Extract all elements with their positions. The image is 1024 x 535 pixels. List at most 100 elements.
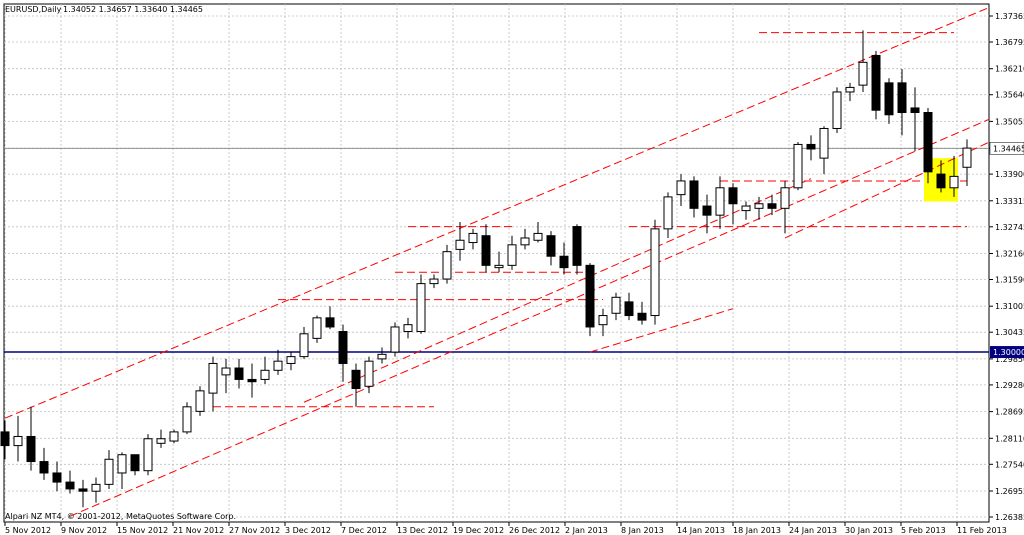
candle-body [143,438,153,472]
y-tick-label: 1.28110 [995,434,1024,443]
trend-line [303,178,812,403]
x-tick-label: 13 Dec 2012 [397,526,448,535]
candle-body [429,278,439,285]
x-tick-label: 7 Dec 2012 [341,526,387,535]
candle-body [130,454,140,472]
candle-body [442,251,452,280]
y-tick-label: 1.31590 [995,276,1024,285]
candle-body [299,333,309,358]
x-tick-label: 11 Feb 2013 [957,526,1007,535]
y-tick-label: 1.36210 [995,65,1024,74]
level-price-box [990,346,1024,359]
candle-body [286,356,296,364]
candle-body [26,435,36,463]
x-tick-label: 8 Jan 2013 [621,526,664,535]
candle-body [65,481,75,490]
y-tick-label: 1.37365 [995,12,1024,21]
candle-body [533,232,543,241]
candle-body [546,235,556,257]
trend-line [784,141,990,239]
candle-body [390,326,400,353]
candle-body [234,367,244,380]
candle-body [650,228,660,317]
candle-body [247,378,257,383]
candle-body [182,406,192,433]
candle-body [858,61,868,86]
current-price-label: 1.34465 [993,144,1024,153]
price-axis: 1.37365 1.36795 1.36210 1.35640 1.35055 1.344… [989,12,1024,522]
candle-body [78,488,88,492]
x-tick-label: 5 Feb 2013 [901,526,946,535]
x-tick-label: 24 Jan 2013 [789,526,837,535]
x-tick-label: 26 Dec 2012 [509,526,560,535]
horizontal-levels [4,32,989,408]
time-axis: 5 Nov 2012 9 Nov 2012 15 Nov 2012 21 Nov 20… [4,522,1007,535]
candle-body [689,180,699,209]
candle-body [273,360,283,371]
ohlc-label: 1.34052 1.34657 1.33640 1.34465 [63,5,203,14]
candle-body [416,283,426,333]
candle-body [104,458,114,485]
y-tick-label: 1.27540 [995,460,1024,469]
candle-body [624,301,634,317]
candle-body [39,461,49,474]
trend-line [4,7,990,419]
candle-body [832,91,842,129]
candle-body [13,435,23,447]
candle-body [364,360,374,387]
candle-body [819,127,829,159]
candle-body [351,369,361,390]
candle-body [923,112,933,173]
candle-body [871,54,881,111]
y-tick-label: 1.31005 [995,302,1024,311]
candle-body [806,143,816,150]
y-tick-label: 1.35055 [995,117,1024,126]
candles [0,30,972,508]
candle-body [52,472,62,483]
candle-body [468,232,478,244]
candle-body [780,187,790,209]
candle-body [559,255,569,269]
candle-body [325,317,335,328]
y-tick-label: 1.32745 [995,223,1024,232]
y-tick-label: 1.29850 [995,355,1024,364]
candle-body [455,239,465,250]
candle-body [169,431,179,442]
candle-body [156,438,166,444]
candle-body [208,362,218,394]
candle-body [260,369,270,380]
trend-line [589,308,734,353]
candle-body [117,454,127,474]
candle-body [702,205,712,216]
x-tick-label: 14 Jan 2013 [677,526,725,535]
symbol-label: EURUSD,Daily [5,5,62,14]
y-tick-label: 1.26385 [995,513,1024,522]
candle-body [793,143,803,189]
y-tick-label: 1.32160 [995,249,1024,258]
candle-body [91,483,101,492]
candle-body [936,173,946,189]
x-tick-label: 2 Jan 2013 [565,526,608,535]
y-tick-label: 1.29280 [995,381,1024,390]
candle-body [403,324,413,333]
candle-body [481,235,491,266]
candle-body [572,226,582,266]
x-tick-label: 9 Nov 2012 [61,526,107,535]
candle-body [884,82,894,116]
candle-body [754,203,764,209]
x-tick-label: 19 Dec 2012 [453,526,504,535]
y-tick-label: 1.36795 [995,38,1024,47]
y-tick-label: 1.28695 [995,408,1024,417]
candle-body [663,196,673,230]
candle-body [507,244,517,266]
candle-body [715,187,725,216]
level-price-label: 1.30000 [993,348,1024,357]
x-tick-label: 18 Jan 2013 [733,526,781,535]
y-tick-label: 1.30435 [995,328,1024,337]
x-tick-label: 27 Nov 2012 [229,526,280,535]
candle-body [221,367,231,376]
candle-body [637,312,647,321]
x-tick-label: 5 Nov 2012 [5,526,51,535]
x-tick-label: 3 Dec 2012 [285,526,331,535]
